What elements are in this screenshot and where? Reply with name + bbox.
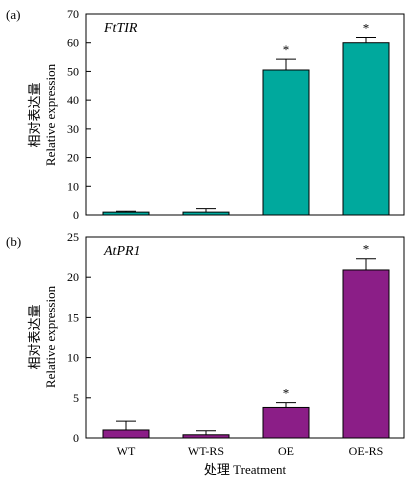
panel-a-y-tick-label: 70 [67,7,79,21]
panel-a-y-tick-label: 20 [67,151,79,165]
panel-a-y-tick-label: 50 [67,64,79,78]
panel-a-y-tick-label: 30 [67,122,79,136]
panel-a-bar-wt [102,211,150,216]
panel-b-significance-star: * [363,242,370,257]
panel-b-gene-title: AtPR1 [103,244,141,259]
panel-a-label: (a) [6,7,20,22]
panel-b-ylabel-en: Relative expression [43,285,58,388]
panel-b-significance-star: * [283,386,290,401]
panel-b-significance: ** [283,242,370,401]
panel-b-ylabel-cn: 相对表达量 [27,304,42,369]
panel-a-bars [102,42,390,216]
panel-b-bar-oe [262,406,310,439]
panel-a-bar-oe [262,69,310,216]
panel-a-y-tick-label: 60 [67,36,79,50]
panel-a-error-bars [116,37,376,213]
panel-b-bar-wt-rs [182,434,230,439]
panel-b-bar-wt [102,429,150,439]
panel-a-y-tick-label: 0 [73,208,79,222]
panel-b-y-tick-label: 20 [67,270,79,284]
panel-b-y-tick-label: 5 [73,391,79,405]
panel-b-plot-frame [85,236,405,439]
panel-a-significance-star: * [363,21,370,36]
panel-b-y-tick-label: 25 [67,230,79,244]
x-tick-label: WT-RS [188,444,224,458]
panel-a-y-tick-label: 10 [67,179,79,193]
panel-b-y-tick-label: 10 [67,351,79,365]
panel-b-y-tick-label: 15 [67,310,79,324]
panel-b-label: (b) [6,234,21,249]
panel-a-gene-title: FtTIR [103,21,138,36]
x-tick-label: OE [278,444,294,458]
panel-a-ylabel-en: Relative expression [43,63,58,166]
x-axis-label: 处理 Treatment [204,462,287,477]
x-tick-label: WT [117,444,136,458]
panel-b-bars [102,269,390,439]
panel-b-error-bars [116,258,376,435]
panel-a-bar-wt-rs [182,211,230,216]
panel-a-ylabel-cn: 相对表达量 [27,82,42,147]
panel-b-y-axis: 0 5 10 15 20 25 [67,230,91,445]
panel-a-y-axis: 0 10 20 30 40 50 60 70 [67,7,91,222]
x-tick-label: OE-RS [349,444,384,458]
panel-a: (a) FtTIR 相对表达量 Relative expression 0 10 2… [6,7,405,222]
panel-b-y-tick-label: 0 [73,431,79,445]
panel-a-significance-star: * [283,42,290,57]
panel-b-bar-oe-rs [342,269,390,439]
panel-b: (b) AtPR1 相对表达量 Relative expression 0 5 10… [6,230,405,445]
panel-a-bar-oe-rs [342,42,390,216]
panel-a-y-tick-label: 40 [67,93,79,107]
panel-a-plot-frame [85,13,405,216]
panel-a-significance: ** [283,21,370,58]
